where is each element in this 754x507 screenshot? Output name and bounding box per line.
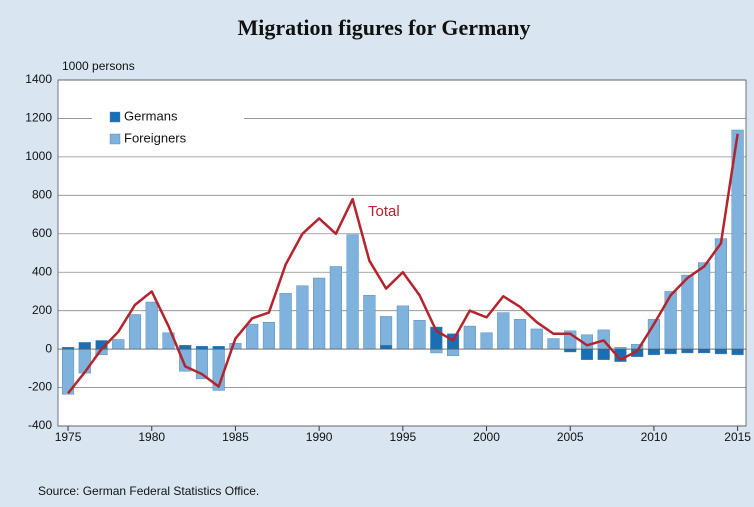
bar [212, 346, 225, 350]
bar [329, 266, 342, 350]
y-tick-label: -400 [28, 418, 52, 432]
bar [145, 301, 158, 350]
bar [246, 323, 259, 350]
y-tick-label: 600 [32, 226, 52, 240]
bar [262, 322, 275, 350]
bar [380, 316, 393, 346]
x-tick-label: 2010 [641, 430, 668, 444]
bar [78, 342, 91, 350]
legend-label: Foreigners [124, 130, 187, 145]
bar [647, 348, 660, 356]
chart-title: Migration figures for Germany [237, 15, 530, 40]
y-tick-label: 1200 [25, 111, 52, 125]
total-line [67, 133, 739, 395]
plot-frame [57, 79, 747, 427]
bar [78, 348, 91, 374]
x-tick-label: 1980 [138, 430, 165, 444]
source: Source: German Federal Statistics Office… [38, 484, 259, 498]
bar [681, 274, 694, 350]
bar [530, 328, 543, 350]
bar [430, 348, 443, 354]
bar [463, 325, 476, 350]
bar [346, 234, 359, 350]
bar [597, 348, 610, 360]
bar [313, 277, 326, 350]
bar [446, 348, 460, 357]
bar [714, 348, 727, 355]
legend-swatch [109, 111, 121, 123]
bar [513, 319, 527, 350]
bar [413, 320, 426, 350]
bar [698, 262, 711, 350]
y-tick-label: 800 [32, 188, 52, 202]
x-tick-label: 2000 [473, 430, 500, 444]
bar [195, 346, 209, 350]
bar [580, 348, 594, 360]
bar [664, 348, 677, 355]
y-tick-label: 1000 [25, 149, 52, 163]
bar [179, 345, 192, 350]
bar [296, 285, 309, 350]
bar [681, 348, 694, 354]
y-tick-label: 1400 [25, 72, 52, 86]
bar [112, 339, 125, 350]
bar [497, 312, 510, 350]
x-tick-label: 1975 [55, 430, 82, 444]
x-tick-label: 2005 [557, 430, 584, 444]
bar [698, 348, 711, 354]
bar [480, 332, 493, 350]
x-tick-label: 1985 [222, 430, 249, 444]
legend-swatch [109, 133, 121, 145]
y-tick-label: 200 [32, 303, 52, 317]
bar [547, 338, 560, 350]
bar [380, 345, 393, 350]
bar [714, 238, 727, 350]
x-tick-label: 2015 [724, 430, 751, 444]
y-tick-label: -200 [28, 380, 52, 394]
bar [731, 348, 744, 356]
y-tick-label: 0 [45, 341, 52, 355]
x-tick-label: 1990 [306, 430, 333, 444]
bar [279, 293, 292, 350]
y-unit-label: 1000 persons [62, 59, 135, 73]
bar [564, 348, 577, 353]
x-tick-label: 1995 [389, 430, 416, 444]
bar [396, 305, 409, 350]
bar [128, 314, 142, 350]
bar [363, 295, 376, 350]
y-tick-label: 400 [32, 264, 52, 278]
legend-label: Germans [124, 108, 178, 123]
annotation: Total [368, 203, 400, 220]
